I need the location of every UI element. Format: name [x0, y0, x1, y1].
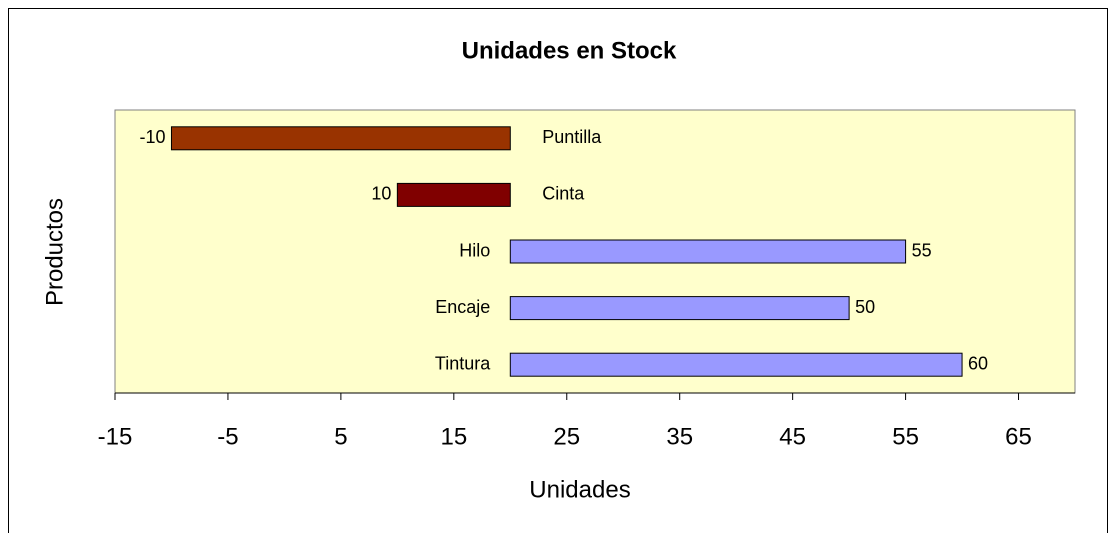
x-tick-label: -15 — [98, 423, 133, 450]
bar — [509, 296, 850, 321]
x-tick-label: 5 — [334, 423, 347, 450]
bar — [509, 239, 907, 264]
value-label: 60 — [968, 353, 988, 373]
category-label: Hilo — [459, 240, 490, 260]
chart-title: Unidades en Stock — [462, 37, 677, 64]
value-label: 10 — [371, 184, 391, 204]
x-axis-label: Unidades — [529, 476, 630, 503]
x-tick-label: 25 — [553, 423, 580, 450]
x-tick-label: 35 — [666, 423, 693, 450]
category-label: Tintura — [435, 353, 491, 373]
x-tick-label: 55 — [892, 423, 919, 450]
category-label: Puntilla — [542, 127, 602, 147]
value-label: 55 — [912, 240, 932, 260]
value-label: 50 — [855, 297, 875, 317]
x-tick-label: 45 — [779, 423, 806, 450]
x-tick-label: 65 — [1005, 423, 1032, 450]
bar — [396, 182, 511, 207]
bar — [509, 352, 963, 377]
category-label: Encaje — [435, 297, 490, 317]
value-label: -10 — [139, 127, 165, 147]
category-label: Cinta — [542, 184, 585, 204]
y-axis-label: Productos — [41, 198, 68, 306]
x-tick-label: 15 — [440, 423, 467, 450]
bar — [170, 126, 511, 151]
x-tick-label: -5 — [217, 423, 238, 450]
